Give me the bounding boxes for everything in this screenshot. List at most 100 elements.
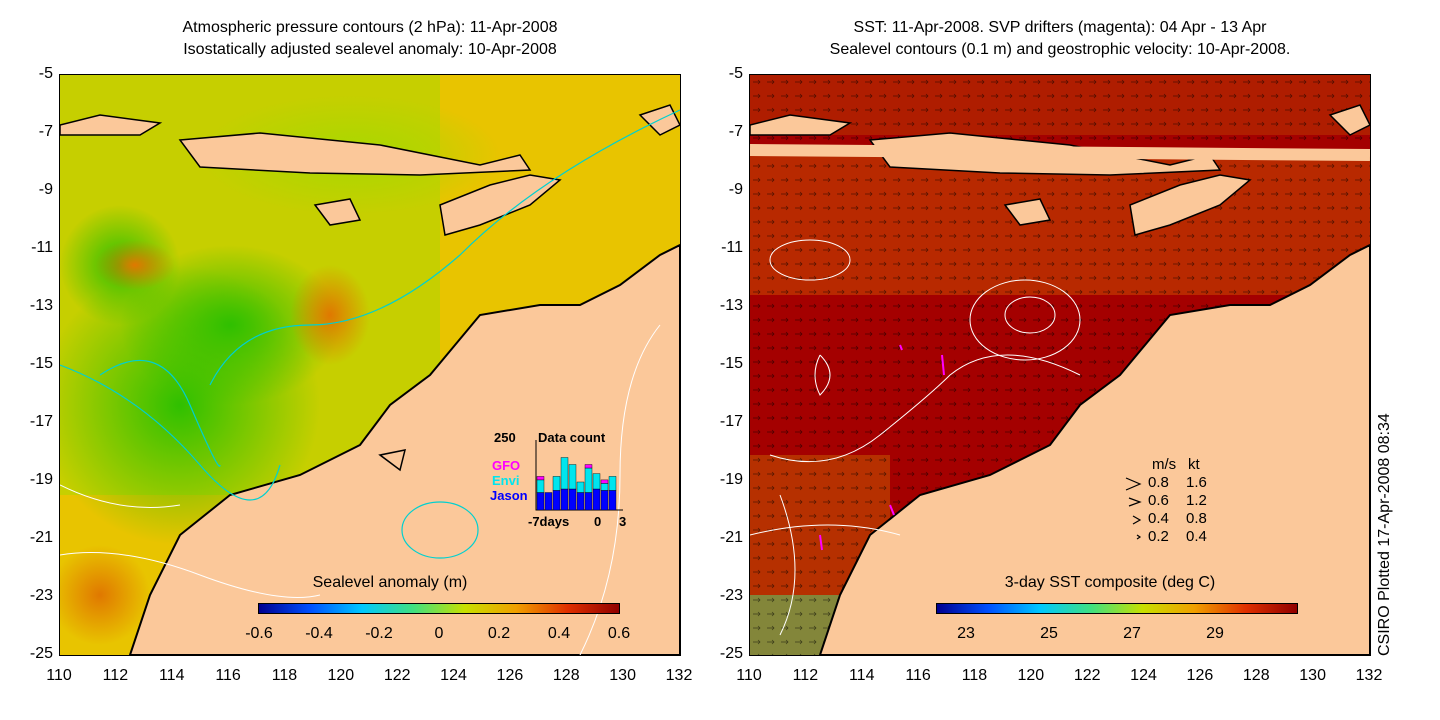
inset-bar-jason: [544, 492, 553, 511]
x-tick-label: 116: [905, 667, 931, 684]
x-tick-label: 118: [961, 667, 988, 684]
x-tick-label: 116: [215, 667, 241, 684]
y-tick-label: -7: [728, 123, 743, 140]
right-cbtick: 27: [1123, 625, 1141, 642]
inset-bar-jason: [552, 490, 561, 511]
inset-bar-jason: [584, 492, 593, 511]
right-title-line2: Sealevel contours (0.1 m) and geostrophi…: [829, 41, 1291, 58]
x-tick-label: 126: [1186, 667, 1214, 684]
y-tick-label: -25: [29, 645, 53, 662]
left-cbtick: -0.2: [365, 625, 393, 642]
x-tick-label: 126: [496, 667, 524, 684]
legend-row-ms: 0.4: [1148, 510, 1169, 527]
left-colorbar-label: Sealevel anomaly (m): [312, 574, 468, 591]
inset-bar-jason: [568, 488, 577, 511]
legend-row-ms: 0.2: [1148, 528, 1169, 545]
inset-bar-gfo: [584, 464, 593, 469]
left-cbtick: 0.6: [607, 625, 631, 642]
x-tick-label: 128: [1242, 667, 1270, 684]
x-tick-label: 120: [327, 667, 355, 684]
x-tick-label: 110: [46, 667, 72, 684]
left-title-line2: Isostatically adjusted sealevel anomaly:…: [183, 41, 557, 58]
right-colorbar-label: 3-day SST composite (deg C): [1004, 574, 1216, 591]
x-tick-label: 130: [1299, 667, 1326, 684]
sealevel-anomaly-map[interactable]: [59, 74, 681, 656]
legend-header-ms: m/s: [1152, 456, 1177, 473]
inset-xlabel-end: 3: [619, 514, 627, 529]
right-cbtick: 29: [1206, 625, 1224, 642]
legend-row-kt: 0.8: [1186, 510, 1207, 527]
left-cbtick: -0.4: [305, 625, 333, 642]
inset-bar-envi: [608, 476, 617, 491]
y-tick-label: -19: [719, 471, 743, 488]
left-cbtick: 0.2: [487, 625, 511, 642]
y-tick-label: -21: [29, 529, 53, 546]
x-tick-label: 120: [1017, 667, 1045, 684]
y-tick-label: -9: [728, 181, 743, 198]
y-tick-label: -7: [38, 123, 53, 140]
inset-bar-jason: [576, 492, 585, 511]
inset-bar-jason: [600, 490, 609, 511]
credit-text: CSIRO Plotted 17-Apr-2008 08:34: [1376, 413, 1393, 656]
inset-bar-jason: [592, 488, 601, 511]
y-tick-label: -21: [719, 529, 743, 546]
inset-legend-gfo: GFO: [492, 458, 521, 473]
y-tick-label: -17: [719, 413, 743, 430]
x-tick-label: 128: [552, 667, 580, 684]
y-tick-label: -15: [29, 355, 53, 372]
x-tick-label: 122: [1073, 667, 1101, 684]
sst-colorbar: [936, 603, 1298, 614]
inset-legend-envi: Envi: [492, 473, 520, 488]
y-tick-label: -15: [719, 355, 743, 372]
x-tick-label: 124: [1130, 667, 1157, 684]
x-tick-label: 132: [1355, 667, 1383, 684]
inset-bar-gfo: [600, 479, 609, 484]
x-tick-label: 114: [158, 667, 185, 684]
inset-bar-gfo: [536, 476, 545, 481]
x-tick-label: 114: [848, 667, 875, 684]
inset-bar-envi: [536, 479, 545, 493]
right-cbtick: 23: [957, 625, 975, 642]
inset-bar-envi: [600, 483, 609, 491]
velocity-arrow-icons: [1125, 477, 1142, 540]
x-tick-label: 132: [665, 667, 693, 684]
inset-bar-envi: [560, 457, 569, 490]
y-tick-label: -17: [29, 413, 53, 430]
left-title-line1: Atmospheric pressure contours (2 hPa): 1…: [182, 19, 558, 36]
legend-row-kt: 0.4: [1186, 528, 1207, 545]
x-tick-label: 122: [383, 667, 411, 684]
right-cbtick: 25: [1040, 625, 1058, 642]
left-cbtick: -0.6: [245, 625, 273, 642]
inset-max-label: 250: [494, 430, 516, 445]
inset-bar-jason: [536, 492, 545, 511]
x-tick-label: 112: [102, 667, 129, 684]
x-tick-label: 112: [792, 667, 819, 684]
y-tick-label: -25: [719, 645, 743, 662]
y-tick-label: -11: [31, 239, 53, 256]
y-tick-label: -23: [719, 587, 743, 604]
y-tick-label: -5: [728, 65, 743, 82]
inset-bar-envi: [568, 464, 577, 490]
legend-row-kt: 1.2: [1186, 492, 1207, 509]
x-tick-label: 124: [440, 667, 467, 684]
inset-xlabel-zero: 0: [594, 514, 602, 529]
legend-row-ms: 0.8: [1148, 474, 1169, 491]
sealevel-colorbar: [258, 603, 620, 614]
y-tick-label: -5: [38, 65, 53, 82]
inset-bar-envi: [584, 467, 593, 493]
x-tick-label: 118: [271, 667, 298, 684]
sst-map[interactable]: [749, 74, 1371, 656]
inset-bar-envi: [592, 473, 601, 490]
left-cbtick: 0: [434, 625, 444, 642]
legend-header-kt: kt: [1188, 456, 1200, 473]
inset-legend-jason: Jason: [490, 488, 528, 503]
inset-bar-jason: [560, 488, 569, 511]
y-tick-label: -13: [719, 297, 743, 314]
inset-title: Data count: [538, 430, 606, 445]
y-tick-label: -13: [29, 297, 53, 314]
inset-xlabel-start: -7days: [528, 514, 570, 529]
legend-row-kt: 1.6: [1186, 474, 1207, 491]
y-tick-label: -11: [721, 239, 743, 256]
inset-bar-envi: [552, 476, 561, 491]
y-tick-label: -23: [29, 587, 53, 604]
